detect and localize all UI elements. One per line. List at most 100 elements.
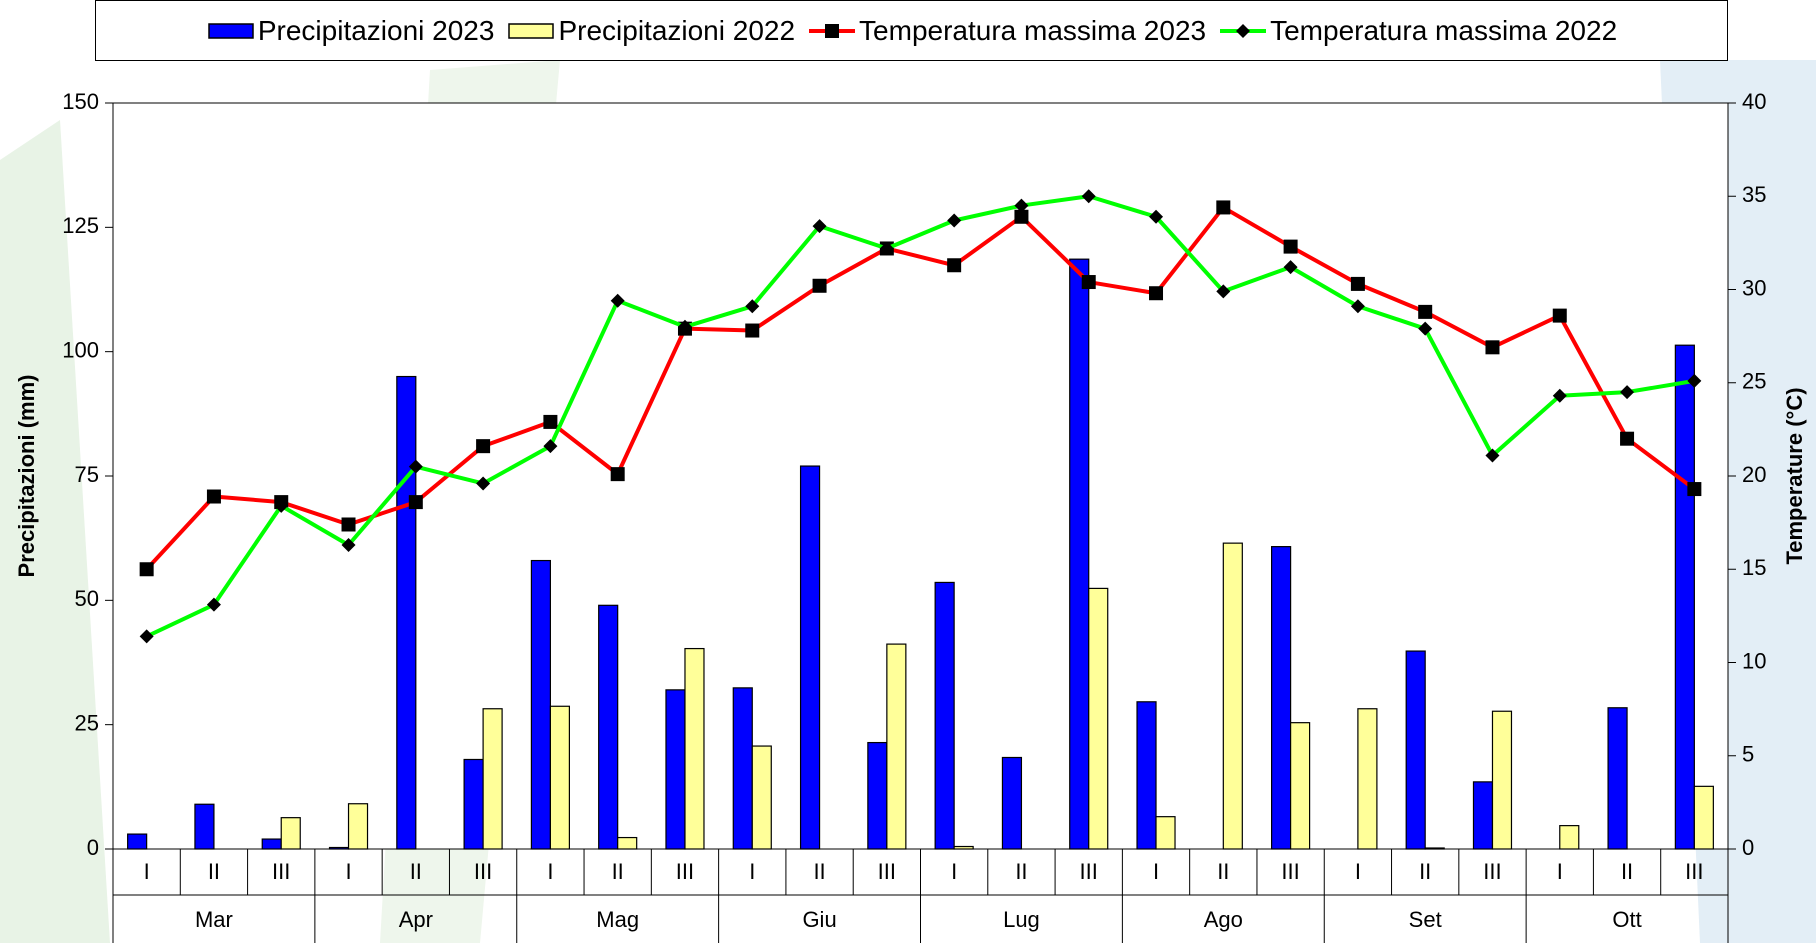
y2-tick-label: 40 — [1742, 89, 1766, 114]
bar — [1290, 722, 1311, 850]
bar — [1472, 781, 1494, 850]
marker — [206, 597, 221, 612]
marker — [139, 562, 154, 577]
bar — [1693, 785, 1714, 850]
y-axis-label: Precipitazioni (mm) — [14, 375, 39, 578]
marker — [1216, 200, 1231, 215]
line — [145, 205, 1696, 571]
legend-item: Precipitazioni 2022 — [506, 15, 795, 47]
legend-label: Temperatura massima 2022 — [1270, 14, 1618, 46]
marker — [543, 439, 558, 454]
x-tick-label: I — [749, 859, 755, 884]
month-label: Mar — [195, 907, 233, 932]
legend-item: Temperatura massima 2023 — [807, 15, 1206, 47]
month-label: Ago — [1204, 907, 1243, 932]
bar — [530, 559, 551, 850]
x-tick-label: III — [878, 859, 896, 884]
marker — [745, 299, 760, 314]
bar — [799, 465, 821, 850]
x-tick-label: II — [410, 859, 422, 884]
background-shape — [0, 120, 110, 943]
marker — [947, 258, 962, 273]
marker — [947, 213, 962, 228]
marker — [476, 439, 491, 454]
bar — [194, 803, 215, 850]
marker — [1687, 482, 1702, 497]
legend-swatch — [508, 22, 555, 39]
marker — [1081, 275, 1096, 290]
swatch — [208, 22, 254, 39]
month-label: Ott — [1612, 907, 1641, 932]
y2-tick-label: 0 — [1742, 835, 1754, 860]
legend-item: Temperatura massima 2022 — [1218, 15, 1617, 47]
x-tick-label: III — [1080, 859, 1098, 884]
marker — [1552, 388, 1567, 403]
bar — [127, 833, 148, 850]
marker — [1283, 260, 1298, 275]
marker — [610, 467, 625, 482]
marker — [1552, 308, 1567, 323]
bar — [751, 745, 772, 850]
bar — [617, 836, 638, 850]
swatch-marker — [825, 23, 840, 38]
marker — [745, 323, 760, 338]
marker — [1687, 373, 1702, 388]
bar — [684, 647, 705, 850]
bar — [1357, 708, 1378, 850]
legend-swatch — [1220, 23, 1267, 38]
marker — [1620, 385, 1635, 400]
legend-swatch — [809, 23, 856, 38]
bar — [1001, 756, 1023, 850]
bar — [1222, 542, 1243, 850]
x-tick-label: I — [1355, 859, 1361, 884]
marker — [1350, 299, 1365, 314]
x-tick-label: III — [1685, 859, 1703, 884]
y2-tick-label: 10 — [1742, 648, 1766, 673]
bar — [261, 838, 282, 850]
x-tick-label: I — [1153, 859, 1159, 884]
month-label: Mag — [596, 907, 639, 932]
swatch — [508, 22, 555, 39]
marker — [1283, 239, 1298, 254]
x-tick-label: II — [813, 859, 825, 884]
bar — [1136, 701, 1157, 850]
marker — [206, 489, 221, 504]
y-tick-label: 75 — [75, 462, 99, 487]
y-tick-label: 25 — [75, 710, 99, 735]
marker — [1350, 276, 1365, 291]
bar — [867, 741, 888, 850]
bar — [1155, 816, 1176, 850]
bar — [396, 375, 417, 850]
bar — [347, 803, 369, 850]
x-tick-label: II — [1217, 859, 1229, 884]
x-tick-label: II — [1419, 859, 1431, 884]
month-label: Set — [1409, 907, 1442, 932]
marker — [1418, 321, 1433, 336]
bar — [463, 758, 484, 850]
bar — [1069, 258, 1090, 850]
x-tick-label: I — [345, 859, 351, 884]
marker — [408, 459, 423, 474]
bar — [549, 705, 570, 850]
legend: Precipitazioni 2023 Precipitazioni 2022 Te… — [95, 0, 1728, 61]
marker — [1485, 340, 1500, 355]
x-tick-label: II — [208, 859, 220, 884]
marker — [341, 538, 356, 553]
legend-label: Precipitazioni 2023 — [257, 14, 495, 46]
marker — [1149, 286, 1164, 301]
legend-swatch — [208, 22, 254, 39]
bar — [886, 643, 907, 850]
marker — [341, 517, 356, 532]
x-tick-label: III — [272, 859, 290, 884]
x-tick-label: I — [1557, 859, 1563, 884]
marker — [677, 319, 692, 334]
y-tick-label: 100 — [62, 337, 99, 362]
legend-label: Temperatura massima 2023 — [859, 14, 1207, 46]
legend-item: Precipitazioni 2023 — [206, 14, 495, 47]
x-tick-label: III — [474, 859, 492, 884]
marker — [476, 476, 491, 491]
month-label: Apr — [399, 907, 433, 932]
marker — [139, 629, 154, 644]
